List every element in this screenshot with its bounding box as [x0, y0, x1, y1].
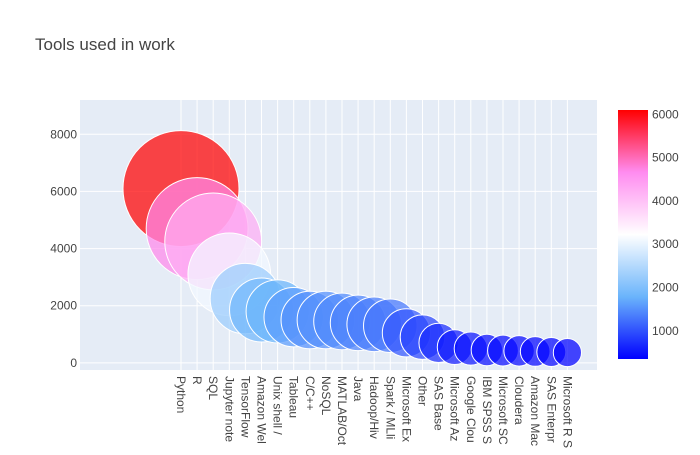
x-tick-label: Microsoft Ex: [399, 376, 413, 442]
x-tick-label: Amazon Mac: [528, 376, 542, 446]
x-tick-label: SAS Base: [432, 376, 446, 431]
x-tick-label: MATLAB/Oct: [335, 376, 349, 446]
colorbar-ticks: 1000 2000 3000 4000 5000 6000: [652, 107, 679, 338]
x-tick-label: Google Clou: [464, 376, 478, 443]
x-tick-label: Amazon Wel: [255, 376, 269, 444]
x-tick-label: TensorFlow: [238, 376, 252, 438]
x-tick-label: NoSQL: [319, 376, 333, 416]
x-tick-label: Java: [351, 376, 365, 402]
colorbar-tick-label: 5000: [652, 151, 679, 165]
y-tick-label: 8000: [50, 127, 77, 141]
x-tick-label: IBM SPSS S: [480, 376, 494, 444]
chart-title: Tools used in work: [35, 35, 175, 54]
x-tick-label: Other: [416, 376, 430, 406]
y-tick-label: 6000: [50, 184, 77, 198]
x-tick-label: Unix shell /: [271, 376, 285, 435]
x-tick-label: Jupyter note: [222, 376, 236, 442]
x-tick-label: Microsoft R S: [560, 376, 574, 448]
data-points: [122, 130, 582, 368]
y-tick-label: 0: [70, 356, 77, 370]
colorbar-tick-label: 2000: [652, 281, 679, 295]
x-tick-label: Spark / MLli: [383, 376, 397, 439]
x-tick-label: Cloudera: [512, 376, 526, 425]
x-axis-ticks: Python R SQL Jupyter note TensorFlow Amazon W…: [174, 376, 574, 448]
colorbar-tick-label: 4000: [652, 194, 679, 208]
y-tick-label: 2000: [50, 299, 77, 313]
y-tick-label: 4000: [50, 242, 77, 256]
y-axis-ticks: 0 2000 4000 6000 8000: [50, 127, 77, 370]
colorbar-tick-label: 1000: [652, 324, 679, 338]
colorbar: [618, 110, 648, 359]
x-tick-label: Microsoft SC: [496, 376, 510, 445]
x-tick-label: R: [190, 376, 204, 385]
colorbar-tick-label: 6000: [652, 107, 679, 121]
x-tick-label: C/C++: [303, 376, 317, 411]
x-tick-label: SQL: [206, 376, 220, 400]
x-tick-label: SAS Enterpr: [544, 376, 558, 443]
x-tick-label: Python: [174, 376, 188, 413]
bubble-point: [552, 337, 582, 368]
x-tick-label: Microsoft Az: [448, 376, 462, 441]
x-tick-label: Tableau: [287, 376, 301, 418]
colorbar-tick-label: 3000: [652, 237, 679, 251]
x-tick-label: Hadoop/Hiv: [367, 376, 381, 439]
